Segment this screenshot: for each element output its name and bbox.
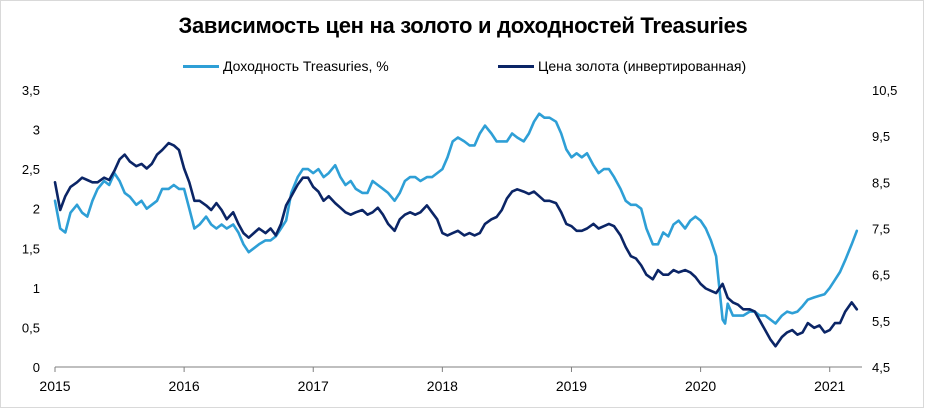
x-tick-label: 2019 <box>556 378 587 394</box>
y-right-tick-label: 9,5 <box>872 129 890 144</box>
legend: Доходность Treasuries, % Цена золота (ин… <box>0 58 926 80</box>
x-tick-label: 2017 <box>298 378 329 394</box>
y-left-tick-label: 2,5 <box>22 162 40 177</box>
x-tick-label: 2016 <box>169 378 200 394</box>
y-left-tick-label: 3,5 <box>22 83 40 98</box>
y-right-tick-label: 4,5 <box>872 360 890 375</box>
legend-label-gold: Цена золота (инвертированная) <box>538 58 747 74</box>
y-right-tick-label: 7,5 <box>872 222 890 237</box>
legend-swatch-gold <box>498 64 534 68</box>
legend-swatch-yield <box>183 64 219 68</box>
y-left-tick-label: 3 <box>33 123 40 138</box>
y-right-tick-label: 6,5 <box>872 268 890 283</box>
legend-item-gold: Цена золота (инвертированная) <box>498 58 746 74</box>
legend-label-yield: Доходность Treasuries, % <box>223 58 389 74</box>
x-tick-label: 2021 <box>814 378 845 394</box>
y-right-tick-label: 10,5 <box>872 83 897 98</box>
legend-item-yield: Доходность Treasuries, % <box>183 58 389 74</box>
x-tick-label: 2020 <box>685 378 716 394</box>
y-left-tick-label: 2 <box>33 202 40 217</box>
series-line-yield <box>53 112 859 325</box>
chart-title: Зависимость цен на золото и доходностей … <box>178 13 748 38</box>
x-tick-label: 2015 <box>39 378 70 394</box>
y-right-tick-label: 8,5 <box>872 175 890 190</box>
y-left-tick-label: 1 <box>33 281 40 296</box>
y-left-tick-label: 0,5 <box>22 320 40 335</box>
y-left-tick-label: 0 <box>33 360 40 375</box>
series-line-gold <box>53 141 859 348</box>
y-right-tick-label: 5,5 <box>872 314 890 329</box>
y-left-tick-label: 1,5 <box>22 241 40 256</box>
x-tick-label: 2018 <box>427 378 458 394</box>
